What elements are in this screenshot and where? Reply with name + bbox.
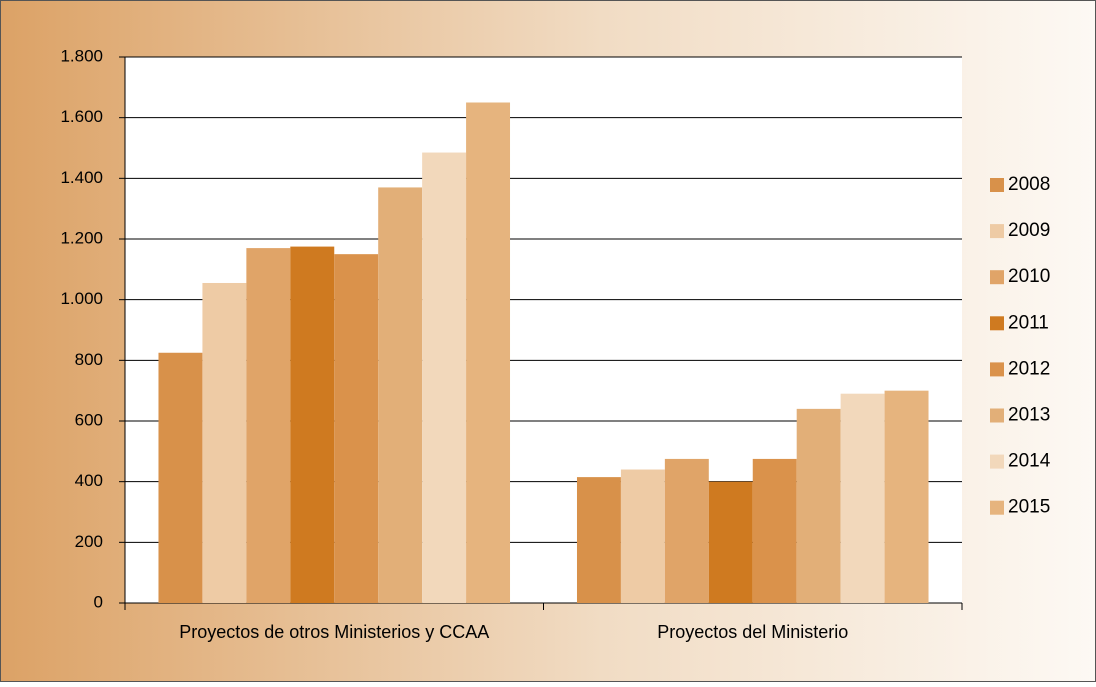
legend-label: 2011 [1008, 312, 1049, 333]
legend-label: 2010 [1008, 266, 1050, 287]
y-tick-label: 1.000 [60, 289, 103, 308]
bar [466, 102, 511, 603]
bar [334, 254, 379, 603]
y-tick-label: 200 [75, 532, 103, 551]
y-tick-label: 800 [75, 350, 103, 369]
bar [378, 187, 423, 603]
bar [576, 477, 621, 603]
legend-swatch [990, 178, 1004, 192]
x-tick-label: Proyectos del Ministerio [657, 622, 848, 642]
bar [158, 352, 203, 603]
bar [290, 246, 335, 604]
bar [202, 282, 247, 603]
legend-swatch [990, 224, 1004, 239]
y-tick-label: 1.800 [60, 46, 103, 65]
legend-swatch [990, 362, 1004, 377]
bar [422, 152, 467, 604]
y-tick-label: 0 [94, 592, 103, 611]
bar [246, 248, 291, 603]
legend-swatch [990, 500, 1004, 515]
legend-swatch [990, 408, 1004, 423]
y-tick-label: 1.600 [60, 107, 103, 126]
legend-label: 2009 [1008, 220, 1050, 241]
bar [664, 458, 709, 603]
legend-label: 2015 [1008, 497, 1050, 518]
legend-swatch [990, 454, 1004, 469]
y-tick-label: 600 [75, 410, 103, 429]
legend-label: 2012 [1008, 358, 1050, 379]
legend-label: 2013 [1008, 405, 1050, 426]
bar [620, 469, 665, 603]
bar [884, 390, 929, 603]
bar [752, 458, 797, 603]
legend-swatch [990, 316, 1004, 331]
y-tick-label: 1.200 [60, 228, 103, 247]
y-tick-label: 1.400 [60, 168, 103, 187]
x-tick-label: Proyectos de otros Ministerios y CCAA [179, 622, 489, 642]
bar [708, 481, 753, 603]
bar [796, 408, 841, 603]
legend-label: 2008 [1008, 174, 1050, 195]
legend-swatch [990, 270, 1004, 285]
y-tick-label: 400 [75, 471, 103, 490]
legend-label: 2014 [1008, 451, 1051, 472]
bar [840, 393, 885, 603]
